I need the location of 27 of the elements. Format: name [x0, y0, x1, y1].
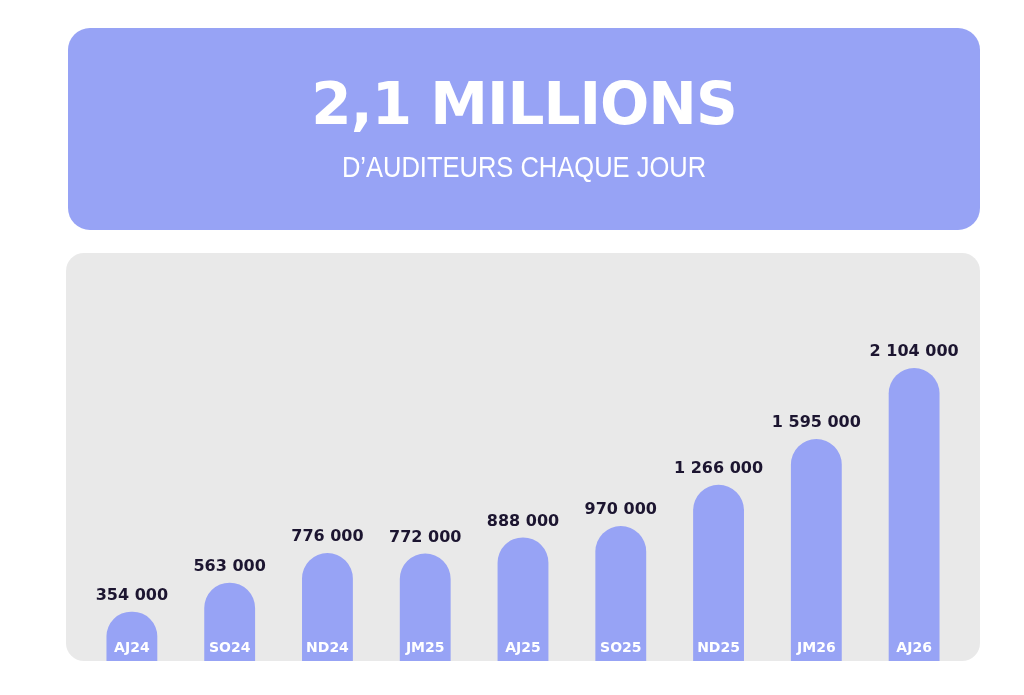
data-label: 1 595 000: [771, 412, 861, 432]
bar: [399, 553, 451, 661]
x-tick-label: SO24: [208, 638, 251, 655]
x-tick-label: AJ25: [505, 638, 541, 655]
bar: [497, 537, 549, 661]
x-tick-label: JM26: [796, 638, 836, 655]
data-label: 970 000: [584, 499, 657, 519]
x-tick-label: ND24: [306, 638, 350, 655]
x-tick-label: AJ24: [114, 638, 150, 655]
data-label: 563 000: [193, 555, 266, 575]
data-label: 776 000: [291, 526, 364, 546]
bar: [888, 368, 940, 661]
data-label: 772 000: [389, 526, 462, 546]
bar: [693, 484, 744, 661]
data-label: 2 104 000: [869, 341, 959, 361]
bar: [790, 438, 842, 661]
data-label: 354 000: [95, 584, 169, 604]
data-label: 888 000: [486, 510, 560, 530]
x-tick-label: AJ26: [896, 638, 932, 655]
data-label: 1 266 000: [674, 457, 764, 477]
x-tick-label: ND25: [697, 638, 740, 655]
x-tick-label: SO25: [600, 638, 642, 655]
chart-title: 2,1 MILLIONS: [310, 70, 738, 138]
bar: [595, 525, 647, 661]
x-tick-label: JM25: [404, 638, 445, 655]
chart-subtitle: D’AUDITEURS CHAQUE JOUR: [340, 150, 708, 184]
bar: [302, 552, 353, 661]
